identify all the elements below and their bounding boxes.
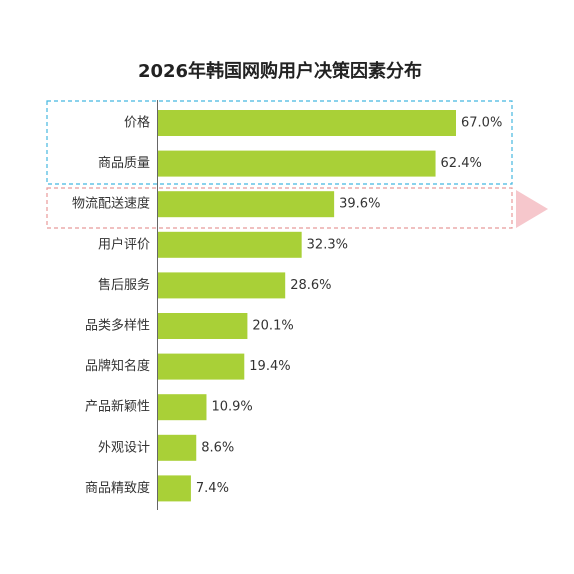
value-label: 62.4% [441,156,482,171]
value-label: 28.6% [290,278,331,293]
chart-title: 2026年韩国网购用户决策因素分布 [138,60,422,82]
category-label: 售后服务 [98,277,150,293]
bar [158,434,197,461]
value-label: 8.6% [201,440,234,455]
category-label: 品牌知名度 [85,358,150,374]
bar [158,191,335,218]
value-label: 7.4% [196,481,229,496]
value-label: 20.1% [252,319,293,334]
category-label: 外观设计 [98,440,150,455]
category-label: 商品质量 [98,156,150,171]
bar [158,150,436,177]
category-label: 产品新颖性 [85,399,150,415]
value-label: 32.3% [307,237,348,252]
category-label: 价格 [124,115,150,131]
category-label: 物流配送速度 [72,196,150,212]
bar [158,313,248,339]
highlight-box [46,187,513,229]
bar [158,231,302,258]
value-label: 19.4% [249,359,290,374]
bar [158,394,207,421]
value-label: 39.6% [339,197,380,212]
bar [158,353,245,380]
value-label: 10.9% [211,400,252,415]
bar [158,110,456,136]
category-label: 商品精致度 [85,480,150,496]
bar [158,475,191,502]
value-label: 67.0% [461,116,502,131]
arrow [516,190,548,228]
bar [158,272,286,299]
category-label: 品类多样性 [85,318,150,334]
highlight-box [46,100,513,185]
category-label: 用户评价 [98,236,150,252]
